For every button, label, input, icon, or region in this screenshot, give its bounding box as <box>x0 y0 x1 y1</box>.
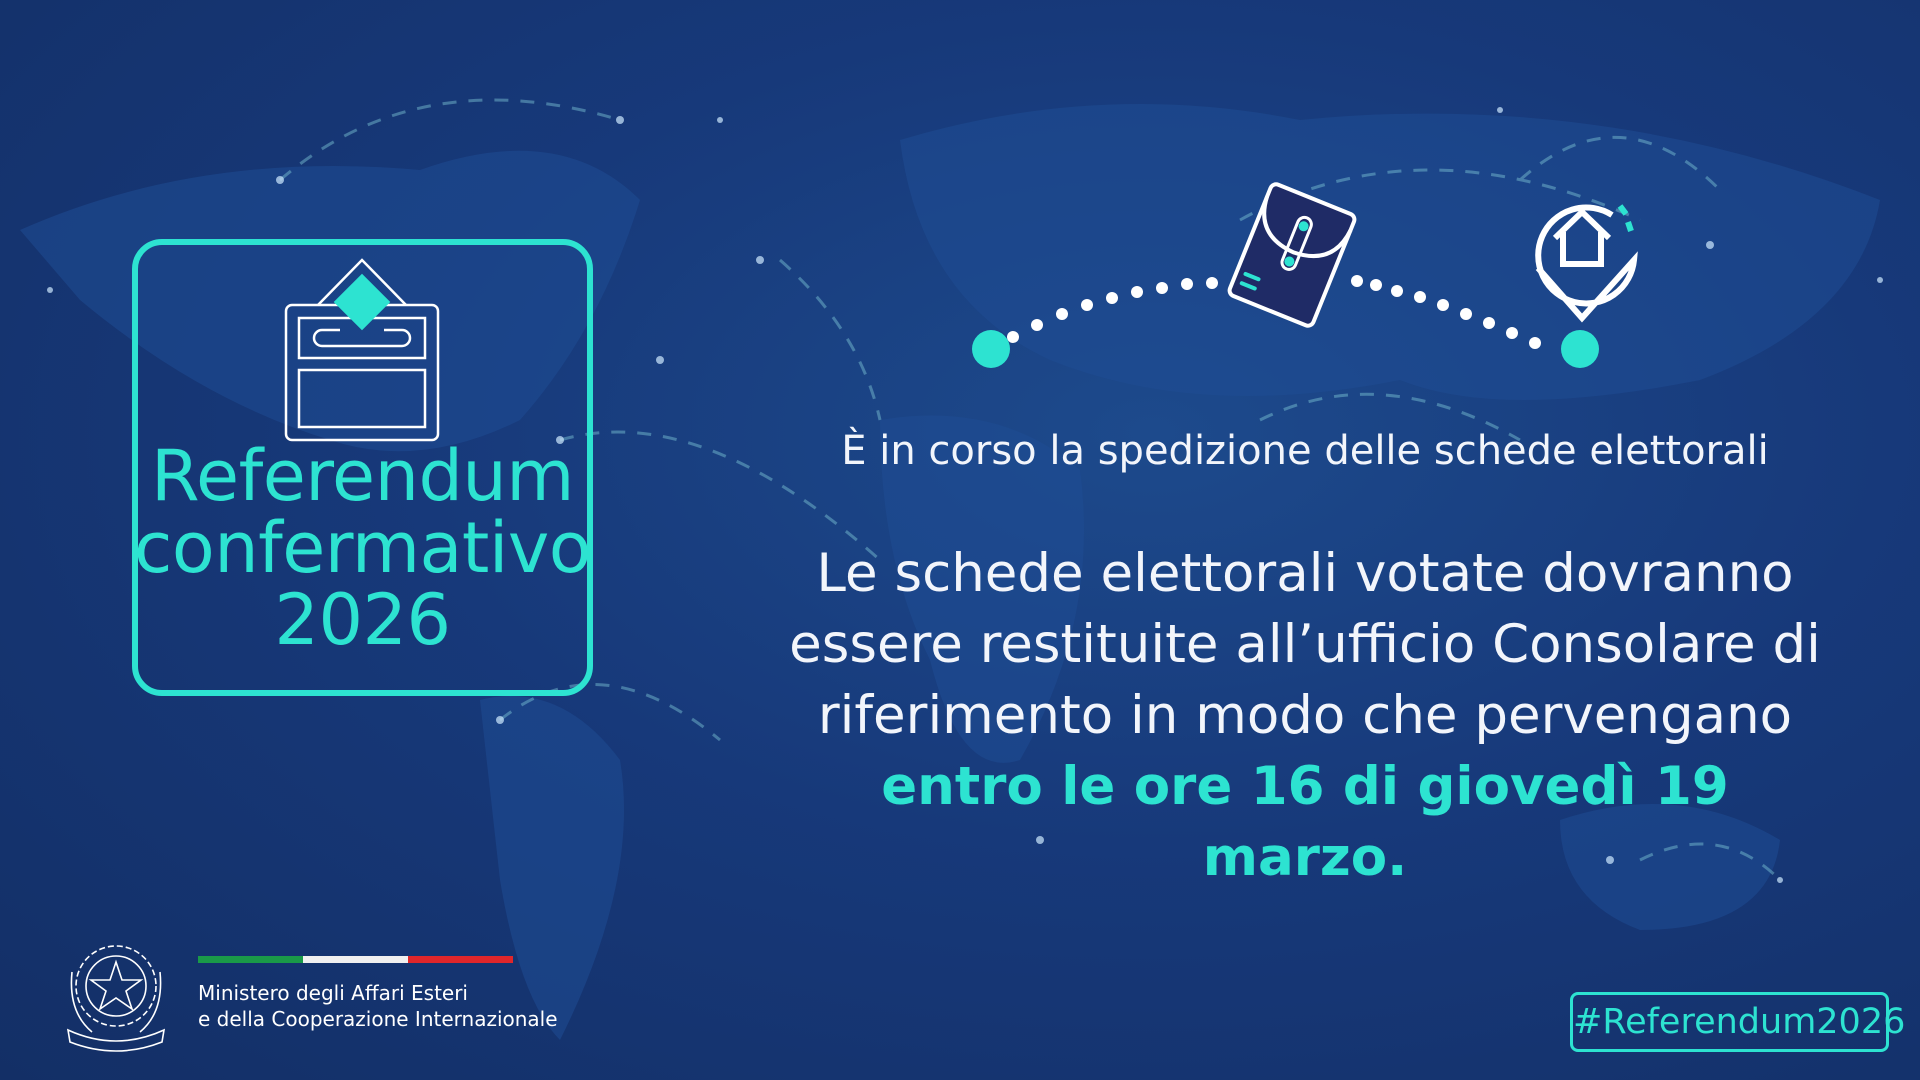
message-line-1: Le schede elettorali votate dovranno <box>816 543 1794 604</box>
title-box <box>132 239 593 696</box>
ministry-name: Ministero degli Affari Esteri e della Co… <box>198 980 558 1032</box>
message-line-2: essere restituite all’ufficio Consolare … <box>789 614 1821 675</box>
title: Referendum confermativo 2026 <box>132 440 593 656</box>
hashtag-badge: #Referendum2026 <box>1570 992 1905 1052</box>
route-start-dot <box>972 330 1010 368</box>
title-line-2: confermativo <box>133 507 592 589</box>
subtitle: È in corso la spedizione delle schede el… <box>841 428 1769 474</box>
envelope-icon <box>1227 182 1357 328</box>
message-line-3: riferimento in modo che pervengano <box>817 685 1793 746</box>
route-dots <box>1007 275 1541 349</box>
italian-flag-bar <box>198 956 513 963</box>
ministry-line-1: Ministero degli Affari Esteri <box>198 981 468 1005</box>
deadline-highlight: entro le ore 16 di giovedì 19 marzo. <box>881 756 1729 888</box>
title-line-1: Referendum <box>151 435 574 517</box>
italian-republic-emblem <box>66 945 166 1052</box>
title-line-3: 2026 <box>274 579 451 661</box>
return-deadline-message: Le schede elettorali votate dovranno ess… <box>780 538 1830 893</box>
home-location-pin-icon <box>1535 204 1638 323</box>
route-end-dot <box>1561 330 1599 368</box>
ministry-line-2: e della Cooperazione Internazionale <box>198 1007 558 1031</box>
